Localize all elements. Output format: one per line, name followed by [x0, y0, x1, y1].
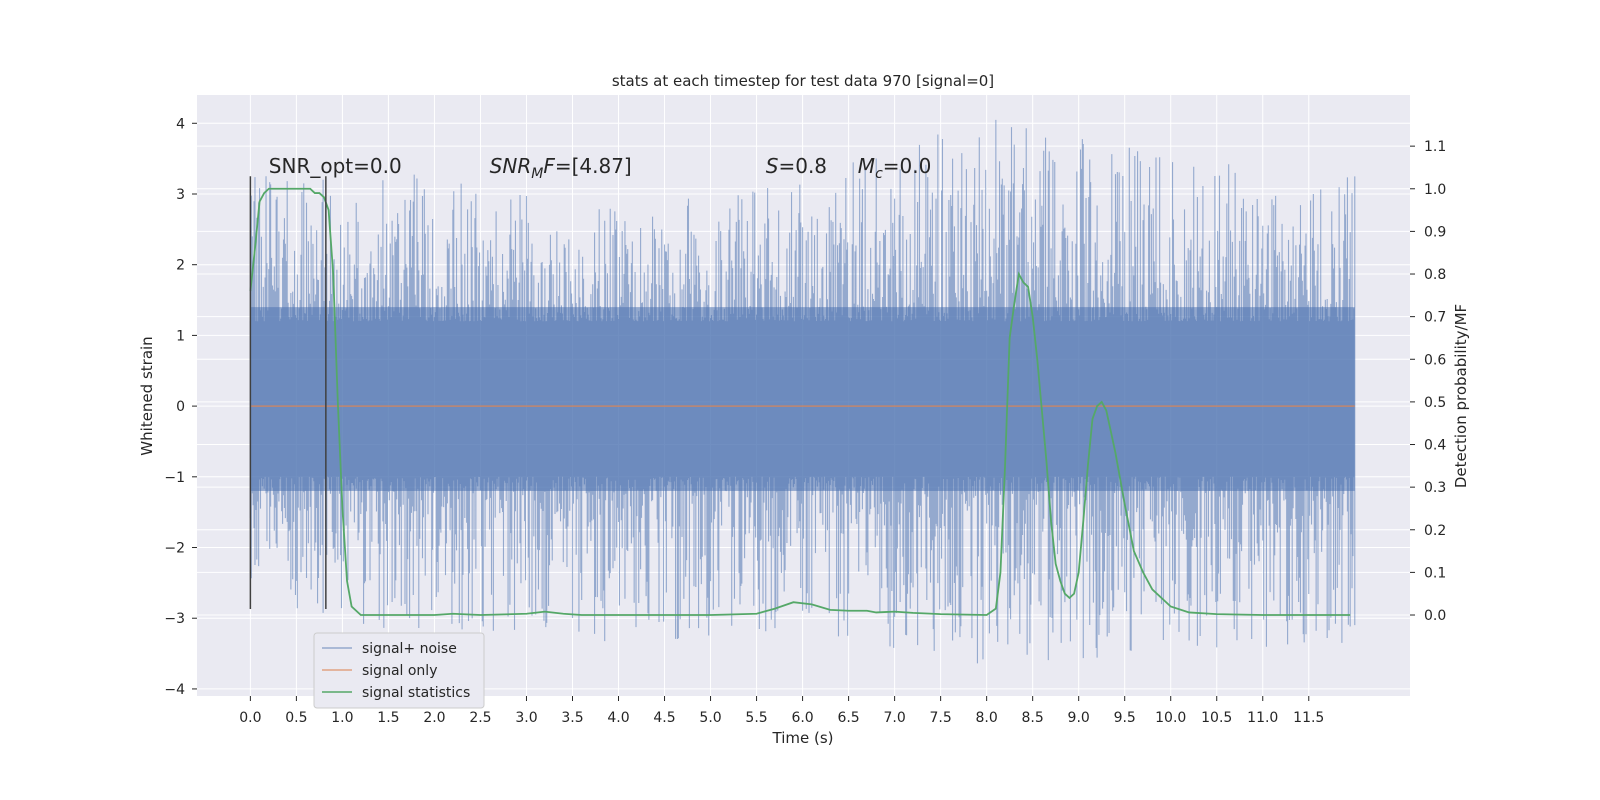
x-tick-label: 5.5 — [745, 710, 767, 726]
y2-tick-label: 0.3 — [1424, 480, 1446, 496]
y-tick-label: 3 — [176, 187, 185, 203]
x-tick-label: 10.5 — [1201, 710, 1232, 726]
annotation-3: S=0.8 — [766, 154, 827, 178]
y2-tick-label: 0.4 — [1424, 438, 1446, 454]
y-axis-ticks: −4 −3 −2 −1 0 1 2 3 4 — [164, 116, 197, 698]
y2-tick-label: 0.2 — [1424, 523, 1446, 539]
y-tick-label: 2 — [176, 258, 185, 274]
x-tick-label: 11.0 — [1247, 710, 1278, 726]
y-axis-label: Whitened strain — [138, 336, 156, 455]
y2-tick-label: 0.7 — [1424, 310, 1446, 326]
y-tick-label: −3 — [164, 611, 185, 627]
x-tick-label: 2.0 — [423, 710, 445, 726]
y-tick-label: −4 — [164, 682, 185, 698]
x-tick-label: 5.0 — [699, 710, 721, 726]
annotation-2: SNRMF=[4.87] — [490, 154, 632, 182]
marker-lines — [249, 176, 327, 610]
y-tick-label: 0 — [176, 399, 185, 415]
x-tick-label: 0.0 — [239, 710, 261, 726]
x-tick-label: 3.5 — [561, 710, 583, 726]
y2-tick-label: 0.5 — [1424, 395, 1446, 411]
x-tick-label: 2.5 — [469, 710, 491, 726]
x-axis-label: Time (s) — [772, 729, 834, 747]
x-tick-label: 1.0 — [331, 710, 353, 726]
signal-statistics-series — [249, 187, 1351, 616]
legend-label-noise: signal+ noise — [362, 641, 457, 657]
x-tick-label: 11.5 — [1293, 710, 1324, 726]
y2-tick-label: 0.0 — [1424, 608, 1446, 624]
x-tick-label: 10.0 — [1155, 710, 1186, 726]
chart-title: stats at each timestep for test data 970… — [612, 72, 994, 90]
y-tick-label: 4 — [176, 116, 185, 132]
noise-series — [249, 119, 1356, 664]
y2-axis-label: Detection probability/MF — [1452, 304, 1470, 488]
y-tick-label: −2 — [164, 541, 185, 557]
legend-label-stats: signal statistics — [362, 685, 470, 701]
annotation-4: Mc=0.0 — [858, 154, 932, 182]
y2-tick-label: 0.9 — [1424, 224, 1446, 240]
y2-tick-label: 0.6 — [1424, 352, 1446, 368]
x-tick-label: 9.5 — [1114, 710, 1136, 726]
x-tick-label: 6.5 — [837, 710, 859, 726]
x-tick-label: 7.0 — [883, 710, 905, 726]
x-tick-label: 1.5 — [377, 710, 399, 726]
legend-label-signal: signal only — [362, 663, 437, 679]
y2-tick-label: 0.8 — [1424, 267, 1446, 283]
y-tick-label: −1 — [164, 470, 185, 486]
x-axis-ticks: 0.0 0.5 1.0 1.5 2.0 2.5 3.0 3.5 4.0 4.5 5.0 5.5 6.0 6… — [239, 696, 1324, 726]
x-tick-label: 3.0 — [515, 710, 537, 726]
y2-axis-ticks: 0.0 0.1 0.2 0.3 0.4 0.5 0.6 0.7 0.8 0.9 1.0 1.1 — [1410, 139, 1446, 624]
x-tick-label: 0.5 — [285, 710, 307, 726]
legend-box — [313, 632, 485, 709]
x-tick-label: 7.5 — [929, 710, 951, 726]
y2-tick-label: 1.1 — [1424, 139, 1446, 155]
signal-statistics-line — [249, 187, 1351, 616]
y2-tick-label: 1.0 — [1424, 182, 1446, 198]
annotation-1: SNR_opt=0.0 — [269, 154, 402, 178]
x-tick-label: 9.0 — [1068, 710, 1090, 726]
y-tick-label: 1 — [176, 328, 185, 344]
legend: signal+ noise signal only signal statist… — [313, 632, 485, 709]
x-tick-label: 8.0 — [976, 710, 998, 726]
x-tick-label: 6.0 — [791, 710, 813, 726]
x-tick-label: 4.5 — [653, 710, 675, 726]
annotations: SNR_opt=0.0 SNRMF=[4.87] S=0.8 Mc=0.0 — [269, 154, 932, 182]
x-tick-label: 8.5 — [1022, 710, 1044, 726]
x-tick-label: 4.0 — [607, 710, 629, 726]
y2-tick-label: 0.1 — [1424, 565, 1446, 581]
